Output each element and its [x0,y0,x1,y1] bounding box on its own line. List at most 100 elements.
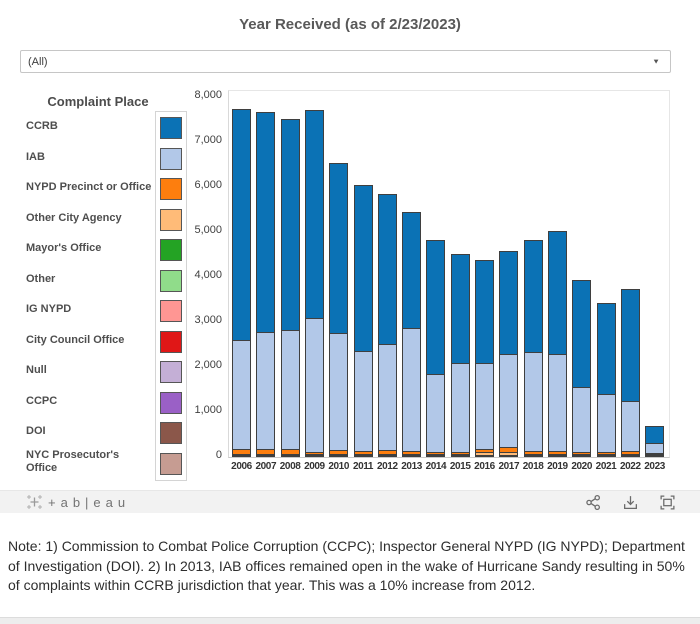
bar-segment-other-small-categories-combined[interactable] [450,456,470,457]
bar-segment-nypd-precinct-or-office[interactable] [499,448,519,453]
bar-segment-other-small-categories-combined[interactable] [426,456,446,457]
bar-segment-other-city-agency[interactable] [523,455,543,456]
legend-item-nyc-prosecutor-s-office[interactable]: NYC Prosecutor's Office [26,447,153,478]
bar-segment-other-city-agency[interactable] [377,455,397,456]
bar-segment-ccrb[interactable] [596,303,616,395]
bar-segment-nypd-precinct-or-office[interactable] [426,453,446,455]
bar-segment-nypd-precinct-or-office[interactable] [304,453,324,455]
bar-segment-nypd-precinct-or-office[interactable] [620,452,640,455]
bar-segment-other-city-agency[interactable] [353,455,373,456]
legend-swatch-doi[interactable] [160,422,182,444]
share-icon[interactable] [585,494,602,511]
bar-segment-other-city-agency[interactable] [402,455,422,456]
legend-item-mayor-s-office[interactable]: Mayor's Office [26,233,153,264]
bar-segment-iab[interactable] [377,345,397,451]
bar-segment-ccrb[interactable] [353,185,373,352]
bar-segment-other-city-agency[interactable] [329,455,349,456]
bar-segment-iab[interactable] [645,444,665,454]
legend-item-doi[interactable]: DOI [26,416,153,447]
legend-swatch-mayor-s-office[interactable] [160,239,182,261]
bar-segment-ccrb[interactable] [402,212,422,329]
bar-segment-iab[interactable] [329,334,349,451]
legend-swatch-ccpc[interactable] [160,391,182,414]
bar-segment-nypd-precinct-or-office[interactable] [280,450,300,455]
bar-segment-iab[interactable] [620,402,640,452]
bar-segment-ccrb[interactable] [645,426,665,444]
bar-segment-iab[interactable] [572,388,592,453]
bar-segment-other-city-agency[interactable] [620,455,640,456]
bar-segment-nypd-precinct-or-office[interactable] [329,451,349,455]
bar-segment-other-small-categories-combined[interactable] [572,456,592,457]
bar-segment-iab[interactable] [402,329,422,452]
bar-segment-other-city-agency[interactable] [547,455,567,456]
bar-segment-other-small-categories-combined[interactable] [499,456,519,457]
legend-swatch-null[interactable] [160,361,182,383]
fullscreen-icon[interactable] [659,494,676,511]
bar-segment-other-small-categories-combined[interactable] [475,456,494,457]
bar-segment-ccrb[interactable] [377,194,397,345]
bar-segment-iab[interactable] [596,395,616,453]
legend-swatch-ig-nypd[interactable] [160,300,182,322]
bar-segment-other-city-agency[interactable] [304,455,324,456]
bar-segment-other-city-agency[interactable] [475,453,494,456]
legend-item-city-council-office[interactable]: City Council Office [26,325,153,356]
bar-segment-other-small-categories-combined[interactable] [256,456,276,457]
bar-segment-iab[interactable] [450,364,470,453]
bar-segment-ccrb[interactable] [475,260,494,364]
bar-segment-ccrb[interactable] [426,240,446,375]
bar-segment-iab[interactable] [280,331,300,450]
legend-item-null[interactable]: Null [26,355,153,386]
bar-segment-nypd-precinct-or-office[interactable] [475,450,494,453]
bar-segment-iab[interactable] [426,375,446,453]
bar-segment-other-small-categories-combined[interactable] [280,456,300,457]
bar-segment-ccrb[interactable] [450,254,470,364]
year-filter-dropdown[interactable]: (All) ▼ [20,50,671,73]
bar-segment-other-city-agency[interactable] [450,455,470,456]
legend-swatch-other-city-agency[interactable] [160,208,182,231]
legend-swatch-nypd-precinct-or-office[interactable] [160,178,182,200]
bar-segment-ccrb[interactable] [572,280,592,388]
bar-segment-iab[interactable] [499,355,519,448]
tableau-logo[interactable]: +ab|eau [26,494,130,510]
legend-swatch-city-council-office[interactable] [160,330,182,353]
legend-item-other[interactable]: Other [26,264,153,295]
bar-segment-nypd-precinct-or-office[interactable] [353,452,373,455]
bar-segment-other-city-agency[interactable] [596,455,616,456]
legend-item-ccpc[interactable]: CCPC [26,386,153,417]
bar-segment-nypd-precinct-or-office[interactable] [402,452,422,455]
bar-segment-ccrb[interactable] [499,251,519,355]
bar-segment-nypd-precinct-or-office[interactable] [547,452,567,455]
bar-segment-iab[interactable] [547,355,567,452]
bar-segment-ccrb[interactable] [256,112,276,333]
legend-item-ig-nypd[interactable]: IG NYPD [26,294,153,325]
bar-segment-ccrb[interactable] [547,231,567,355]
bar-segment-nypd-precinct-or-office[interactable] [256,450,276,455]
bar-segment-other-small-categories-combined[interactable] [645,456,665,457]
bar-segment-other-small-categories-combined[interactable] [377,456,397,457]
bar-segment-iab[interactable] [232,341,251,450]
bar-segment-ccrb[interactable] [620,289,640,402]
legend-swatch-iab[interactable] [160,147,182,170]
legend-swatch-other[interactable] [160,269,182,292]
bar-segment-other-small-categories-combined[interactable] [620,456,640,457]
bar-segment-other-city-agency[interactable] [645,455,665,456]
bar-segment-other-city-agency[interactable] [572,455,592,456]
bar-segment-other-small-categories-combined[interactable] [547,456,567,457]
bar-segment-other-small-categories-combined[interactable] [523,456,543,457]
bar-segment-other-small-categories-combined[interactable] [304,456,324,457]
bar-segment-ccrb[interactable] [232,109,251,341]
bar-segment-ccrb[interactable] [329,163,349,334]
bar-segment-other-small-categories-combined[interactable] [329,456,349,457]
bar-segment-nypd-precinct-or-office[interactable] [596,453,616,455]
bar-segment-other-city-agency[interactable] [256,455,276,456]
bar-segment-iab[interactable] [256,333,276,450]
bar-segment-ccrb[interactable] [304,110,324,319]
legend-swatch-nyc-prosecutor-s-office[interactable] [160,452,182,475]
bar-segment-other-small-categories-combined[interactable] [402,456,422,457]
bar-segment-iab[interactable] [523,353,543,452]
bar-segment-nypd-precinct-or-office[interactable] [645,454,665,455]
legend-swatch-ccrb[interactable] [160,117,182,139]
bar-segment-other-small-categories-combined[interactable] [353,456,373,457]
bar-segment-nypd-precinct-or-office[interactable] [377,451,397,455]
bar-segment-ccrb[interactable] [523,240,543,353]
